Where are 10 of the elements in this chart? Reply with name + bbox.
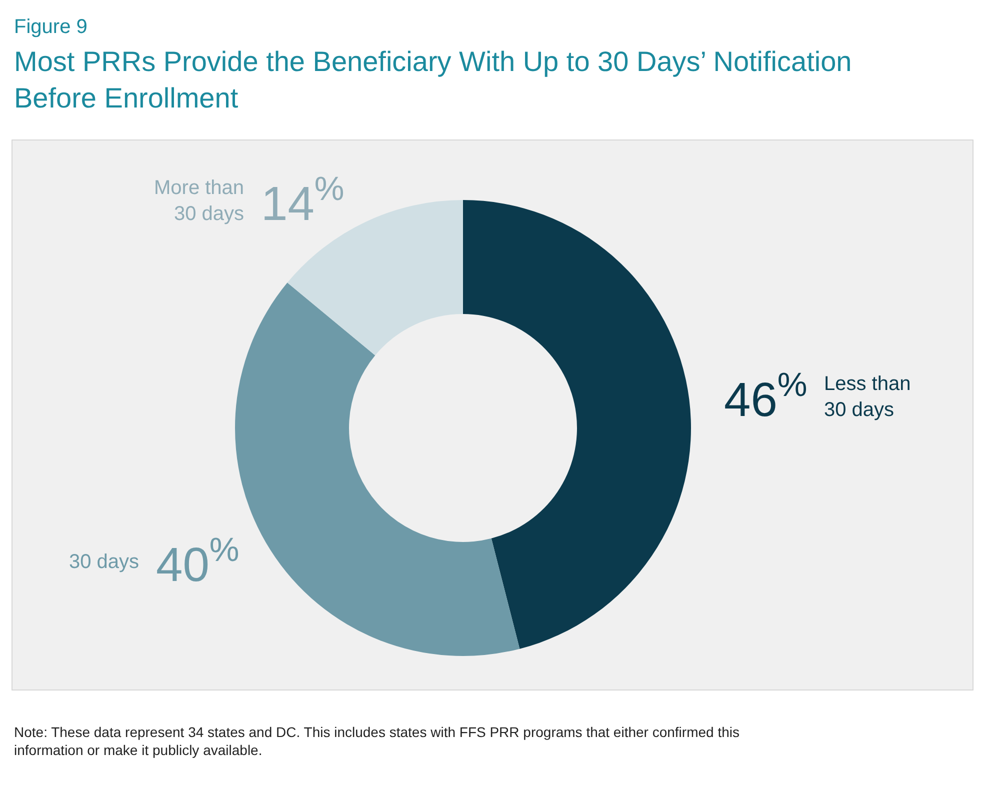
chart-subtitle: Figure 9 bbox=[14, 16, 88, 38]
data-label: 46$^{%}$ bbox=[724, 367, 808, 428]
data-label: 14$^{%}$ bbox=[261, 171, 344, 232]
slice-label: Less than 30 days bbox=[824, 373, 911, 421]
donut-slice bbox=[463, 200, 691, 649]
slice-label: More than 30 days bbox=[154, 177, 244, 225]
slice-label: 30 days bbox=[69, 551, 140, 573]
data-label: 40$^{%}$ bbox=[156, 532, 240, 592]
chart-title: Most PRRs Provide the Beneficiary With Up to 30 Days’ Notification Before Enrollment bbox=[14, 46, 852, 114]
text: Note: These data represent 34 states and DC. This includes states with FFS PRR programs that either confirmed this information or make it publicly available. bbox=[14, 724, 740, 758]
